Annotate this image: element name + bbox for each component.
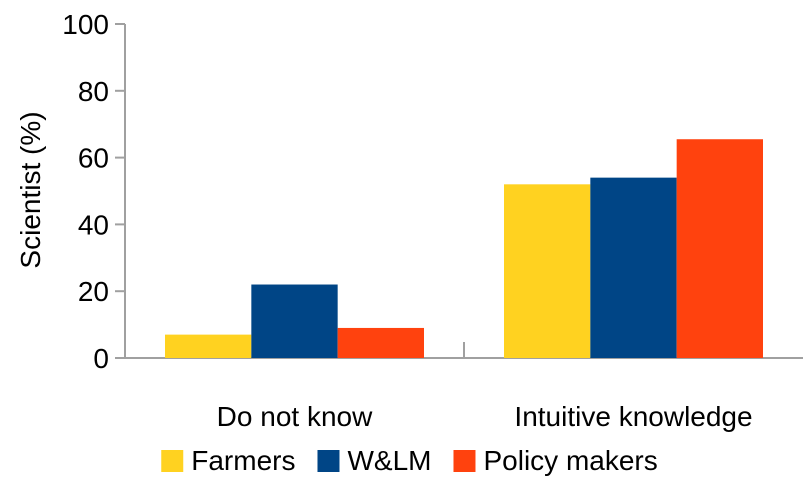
y-axis-label: Scientist (%) <box>15 111 46 268</box>
x-labels: Do not know Intuitive knowledge <box>217 401 753 432</box>
y-tick-label: 80 <box>78 76 109 107</box>
y-tick-label: 0 <box>93 343 109 374</box>
y-ticks: 0 20 40 60 80 100 <box>62 9 125 374</box>
legend-label: Farmers <box>191 445 295 476</box>
legend-label: Policy makers <box>483 445 657 476</box>
bar <box>590 177 677 358</box>
x-category-label: Intuitive knowledge <box>514 401 752 432</box>
legend-swatch <box>161 450 184 472</box>
y-tick-label: 20 <box>78 276 109 307</box>
y-tick-label: 40 <box>78 209 109 240</box>
bar <box>337 327 424 358</box>
y-tick-label: 100 <box>62 9 109 40</box>
legend-swatch <box>453 450 476 472</box>
bar <box>676 139 763 358</box>
bar <box>251 284 338 358</box>
legend-label: W&LM <box>347 445 431 476</box>
x-category-label: Do not know <box>217 401 373 432</box>
legend: Farmers W&LM Policy makers <box>161 445 658 476</box>
bar <box>504 184 591 358</box>
y-tick-label: 60 <box>78 143 109 174</box>
bars <box>165 139 763 358</box>
bar <box>165 334 252 358</box>
legend-swatch <box>317 450 340 472</box>
